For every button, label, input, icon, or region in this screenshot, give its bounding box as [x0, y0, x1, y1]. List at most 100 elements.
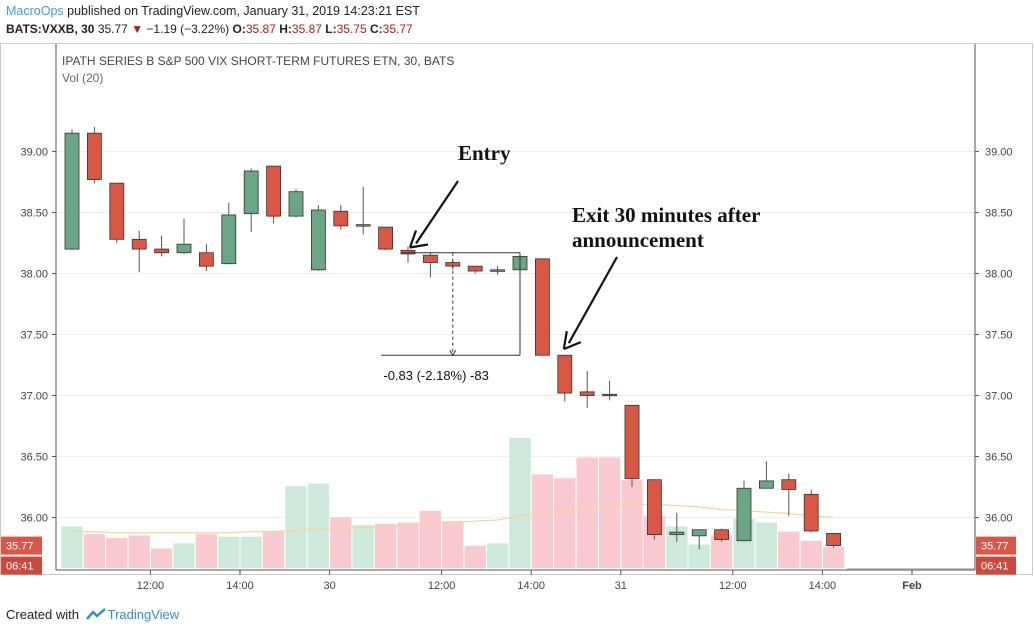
- last-price: 35.77: [97, 22, 128, 36]
- candle-body: [87, 132, 102, 180]
- y-tick-label-right: 37.50: [985, 329, 1013, 341]
- candle-body: [266, 165, 282, 217]
- low-value: 35.75: [336, 22, 367, 36]
- volume-bar: [509, 438, 531, 568]
- volume-bar: [218, 536, 240, 568]
- measure-arrow-icon: [449, 349, 457, 357]
- x-tick-label: 12:00: [428, 580, 456, 592]
- last-price-badge-label: 35.77: [981, 541, 1009, 553]
- change-value: −1.19 (−3.22%): [146, 22, 230, 36]
- axes: 39.00 39.00 38.50 38.50 38.00 38.00 37.50 37.50…: [1, 44, 1016, 592]
- change-down-icon: ▼: [131, 22, 144, 36]
- candle-body: [176, 243, 192, 254]
- volume-bar: [150, 548, 173, 568]
- open-label: O:: [232, 22, 246, 36]
- volume-bar: [710, 535, 733, 568]
- tradingview-logo-icon: [85, 608, 106, 620]
- symbol-ohlc-line: BATS:VXXB, 30 35.77 ▼ −1.19 (−3.22%) O:3…: [6, 22, 413, 36]
- created-with-label: Created with: [6, 607, 79, 622]
- y-tick-label-left: 36.50: [20, 452, 48, 464]
- volume-bar: [486, 543, 509, 568]
- candle-body: [579, 391, 595, 396]
- volume-bar: [128, 535, 150, 568]
- volume-bar: [307, 483, 330, 568]
- low-label: L:: [325, 22, 337, 36]
- exit-arrow-icon: [562, 330, 582, 351]
- countdown-badge: [976, 556, 1016, 575]
- volume-bar: [822, 547, 845, 568]
- x-tick-label: 14:00: [226, 580, 254, 592]
- volume-bar: [778, 531, 800, 568]
- volume-bar: [442, 521, 464, 568]
- volume-bar: [397, 522, 419, 568]
- volume-bar: [374, 523, 397, 568]
- volume-ma-line: [72, 503, 834, 534]
- chart-frame: [0, 43, 1033, 575]
- volume-bar: [285, 486, 307, 568]
- measure-label: -0.83 (-2.18%) -83: [383, 368, 489, 383]
- x-tick-label: 12:00: [719, 580, 747, 592]
- exit-arrow-line: [567, 256, 618, 344]
- volume-bar: [195, 534, 218, 568]
- volume-bar: [688, 544, 710, 568]
- volume-bar: [173, 543, 195, 568]
- exit-annotation-line2: announcement: [572, 228, 704, 252]
- candle-body: [467, 265, 483, 272]
- candle-body: [602, 393, 617, 397]
- volume-bar: [621, 479, 643, 568]
- candle-body: [64, 132, 80, 250]
- y-tick-label-right: 36.50: [985, 452, 1013, 464]
- last-price-badge: [1, 536, 42, 555]
- candles: [64, 127, 841, 550]
- candle-body: [154, 248, 170, 254]
- x-tick-label: 12:00: [137, 580, 165, 592]
- volume-bar: [262, 531, 285, 568]
- volume-bar: [330, 517, 352, 568]
- candle-body: [535, 258, 550, 356]
- candle-body: [736, 487, 752, 542]
- volume-bar: [61, 526, 83, 568]
- y-tick-label-left: 37.50: [20, 329, 48, 341]
- y-tick-label-left: 39.00: [20, 146, 48, 158]
- publish-text: published on TradingView.com, January 31…: [63, 4, 420, 18]
- y-tick-label-right: 38.00: [985, 268, 1013, 280]
- volume-bar: [800, 540, 822, 568]
- candle-body: [490, 269, 506, 272]
- volume-ma: [72, 503, 834, 534]
- open-value: 35.87: [245, 22, 276, 36]
- high-label: H:: [279, 22, 292, 36]
- tradingview-brand[interactable]: TradingView: [107, 607, 180, 622]
- candle-body: [669, 531, 685, 536]
- x-tick-label: 30: [323, 580, 335, 592]
- volume-indicator-label: Vol (20): [62, 71, 103, 85]
- x-tick-label: Feb: [902, 580, 922, 592]
- y-tick-label-right: 39.00: [985, 146, 1013, 158]
- publisher-name[interactable]: MacroOps: [6, 4, 64, 18]
- volume-bar: [240, 536, 262, 568]
- volume-bar: [666, 526, 688, 568]
- volume-bar: [576, 457, 598, 568]
- candle-body: [109, 182, 125, 240]
- exit-annotation-line1: Exit 30 minutes after: [572, 203, 760, 227]
- y-tick-label-left: 38.00: [20, 268, 48, 280]
- countdown-badge-label: 06:41: [6, 561, 34, 573]
- volume-bar: [554, 478, 576, 568]
- x-tick-label: 14:00: [517, 580, 545, 592]
- x-tick-label: 31: [615, 580, 627, 592]
- entry-arrow-line: [415, 180, 459, 245]
- last-price-badge-label: 35.77: [6, 541, 34, 553]
- candle-body: [557, 354, 573, 394]
- y-tick-label-right: 36.00: [985, 513, 1013, 525]
- candle-body: [378, 226, 394, 250]
- candle-body: [400, 249, 416, 255]
- entry-arrow-icon: [408, 230, 429, 249]
- candle-body: [826, 532, 841, 546]
- volume-bars: [61, 438, 845, 568]
- candle-body: [131, 238, 147, 250]
- candle-body: [355, 224, 371, 227]
- candle-body: [759, 480, 774, 489]
- y-tick-label-right: 37.00: [985, 391, 1013, 403]
- volume-bar: [464, 545, 486, 568]
- volume-bar: [352, 525, 374, 568]
